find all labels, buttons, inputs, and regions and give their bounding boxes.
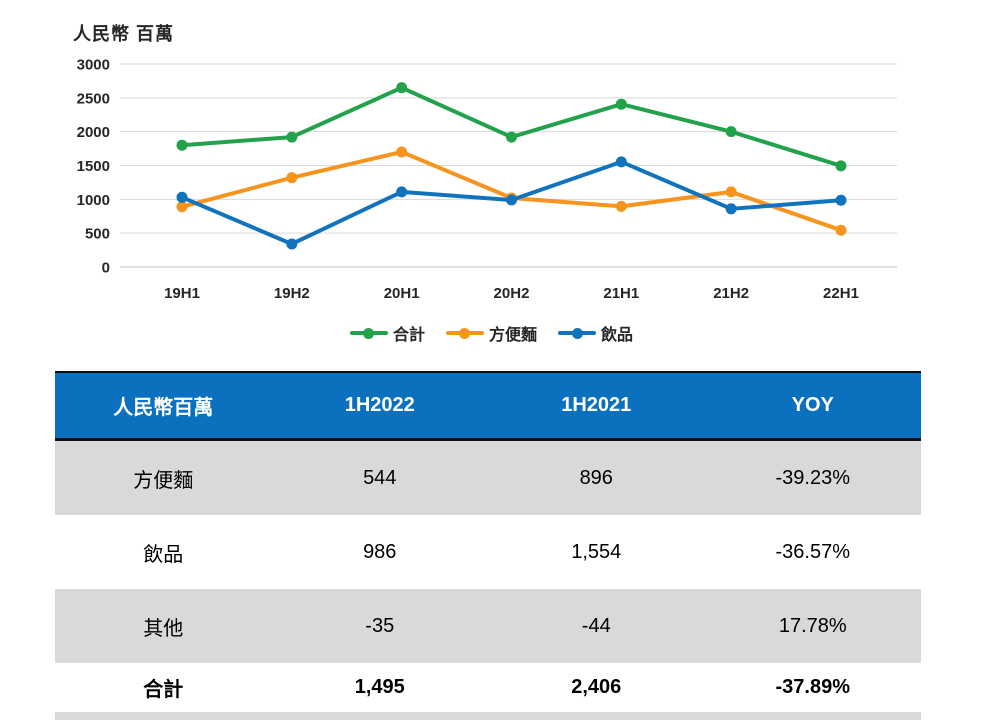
chart-title: 人民幣 百萬	[73, 24, 175, 44]
series-point-1	[725, 186, 737, 198]
series-point-1	[615, 200, 627, 212]
series-point-2	[176, 191, 188, 203]
x-axis-tick-label: 20H1	[384, 285, 420, 302]
series-point-0	[176, 139, 188, 151]
legend-label: 飲品	[601, 327, 634, 344]
y-axis-tick-label: 3000	[77, 57, 110, 74]
y-axis-tick-label: 1000	[77, 192, 110, 209]
x-axis-tick-label: 21H1	[603, 285, 639, 302]
legend-item-total: 合計	[349, 321, 425, 345]
table-next-row-edge	[55, 712, 921, 720]
series-point-1	[176, 201, 188, 213]
series-point-0	[286, 131, 298, 143]
table-row-total: 合計 1,495 2,406 -37.89%	[55, 663, 921, 712]
legend-line-dot-icon	[558, 327, 596, 339]
y-axis-tick-label: 0	[102, 260, 110, 277]
value-1h2021: 896	[579, 466, 613, 489]
x-axis-tick-label: 19H1	[164, 285, 200, 302]
series-point-1	[835, 224, 847, 236]
x-axis-tick-label: 20H2	[494, 285, 530, 302]
value-1h2022: 1,495	[354, 676, 405, 698]
y-axis-tick-label: 2500	[77, 90, 110, 107]
series-point-1	[286, 172, 298, 184]
table-header-1h2022: 1H2022	[344, 394, 415, 416]
row-label: 方便麵	[133, 469, 194, 492]
value-yoy: -37.89%	[775, 676, 851, 698]
value-1h2021: 2,406	[571, 676, 622, 698]
series-point-0	[835, 160, 847, 172]
series-point-2	[835, 194, 847, 206]
value-1h2022: -35	[365, 614, 395, 637]
table-header-yoy: YOY	[791, 394, 834, 416]
table-header-row: 人民幣百萬 1H2022 1H2021 YOY	[55, 371, 921, 441]
series-point-2	[615, 156, 627, 168]
legend-label: 合計	[392, 327, 425, 344]
series-point-1	[396, 146, 408, 158]
row-label: 飲品	[143, 543, 184, 566]
series-point-2	[505, 194, 517, 206]
legend-item-drinks: 飲品	[558, 321, 633, 345]
series-line-0	[180, 85, 843, 168]
x-axis-tick-label: 21H2	[713, 285, 749, 302]
table-row: 其他 -35 -44 17.78%	[55, 589, 921, 663]
value-1h2022: 544	[363, 466, 397, 489]
value-yoy: -39.23%	[775, 466, 851, 489]
series-point-0	[615, 98, 627, 110]
series-point-2	[396, 186, 408, 198]
y-axis-tick-label: 500	[85, 226, 110, 243]
legend-line-dot-icon	[445, 327, 484, 339]
row-label: 其他	[143, 617, 184, 640]
value-1h2022: 986	[363, 540, 397, 563]
legend-item-noodles: 方便麵	[445, 321, 537, 345]
table-header-unit: 人民幣百萬	[113, 397, 214, 419]
x-axis-tick-label: 19H2	[274, 285, 310, 302]
revenue-line-chart: 0 500 1000 1500 2000 2500 3000 19H1 19H2 20H1 20H2…	[77, 57, 897, 302]
y-axis-tick-label: 1500	[77, 158, 110, 175]
table-row: 飲品 986 1,554 -36.57%	[55, 515, 921, 589]
row-label: 合計	[143, 679, 184, 701]
legend-line-dot-icon	[349, 327, 388, 339]
series-line-1	[180, 149, 843, 233]
value-1h2021: -44	[581, 614, 611, 637]
x-axis-tick-label: 22H1	[823, 285, 859, 302]
y-axis-tick-label: 2000	[77, 124, 110, 141]
series-point-2	[725, 203, 737, 215]
table-header-1h2021: 1H2021	[561, 394, 632, 416]
chart-legend: 合計 方便麵 飲品	[0, 321, 995, 345]
legend-label: 方便麵	[488, 327, 537, 344]
table-row: 方便麵 544 896 -39.23%	[55, 441, 921, 515]
summary-table: 人民幣百萬 1H2022 1H2021 YOY 方便麵 544 896 -39.…	[55, 371, 921, 712]
value-1h2021: 1,554	[571, 540, 622, 563]
value-yoy: -36.57%	[775, 540, 851, 563]
series-point-0	[505, 131, 517, 143]
series-point-0	[396, 82, 408, 94]
series-point-0	[725, 126, 737, 138]
series-point-2	[286, 238, 298, 250]
value-yoy: 17.78%	[778, 614, 847, 637]
